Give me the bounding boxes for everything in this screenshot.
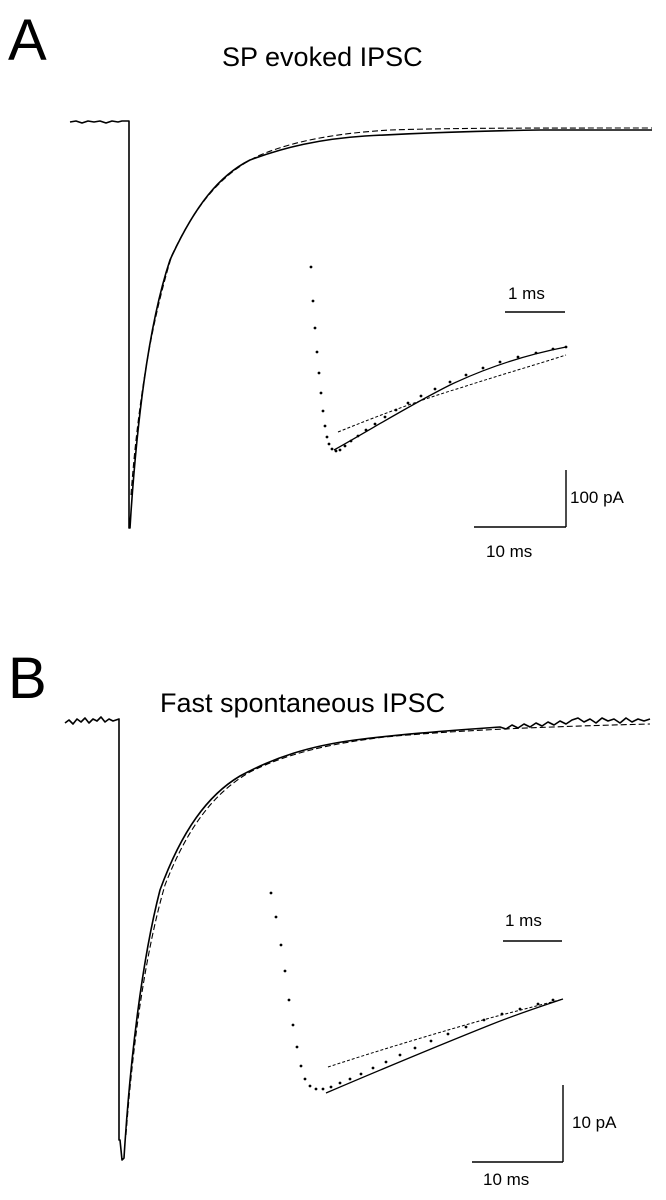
panel-b-inset — [269, 891, 564, 1094]
panel-a-scale-bars — [474, 470, 567, 528]
panel-a-ipsc-trace — [69, 120, 652, 529]
panel-a-inset-single-exp-fit — [337, 354, 567, 433]
panel-a-inset-double-exp-fit — [333, 346, 567, 451]
panel-b-inset-double-exp-fit — [325, 998, 564, 1094]
panel-a-inset — [309, 265, 568, 453]
panel-a-traces — [69, 120, 653, 529]
panel-b-scale-bars — [472, 1085, 564, 1163]
panel-b-ipsc-trace — [64, 716, 651, 1161]
panel-b-traces — [64, 716, 651, 1163]
panel-a-inset-time-scale-label: 1 ms — [508, 284, 545, 303]
panel-a-letter: A — [8, 8, 47, 73]
panel-a-time-scale-label: 10 ms — [486, 542, 533, 561]
panel-a-inset-onset-dots — [309, 265, 568, 453]
panel-b-letter: B — [8, 646, 47, 711]
panel-b-inset-time-scale-label: 1 ms — [505, 911, 542, 930]
panel-a-amplitude-scale-label: 100 pA — [570, 488, 624, 507]
panel-b-inset-onset-dots — [269, 891, 555, 1091]
panel-b-title: Fast spontaneous IPSC — [160, 688, 446, 718]
panel-b-exponential-fit — [125, 723, 651, 1136]
panel-b-inset-single-exp-fit — [327, 998, 564, 1068]
panel-a-title: SP evoked IPSC — [222, 42, 423, 72]
panel-a-exponential-fit — [130, 127, 653, 496]
panel-b-time-scale-label: 10 ms — [483, 1170, 530, 1189]
panel-b-amplitude-scale-label: 10 pA — [572, 1113, 617, 1132]
